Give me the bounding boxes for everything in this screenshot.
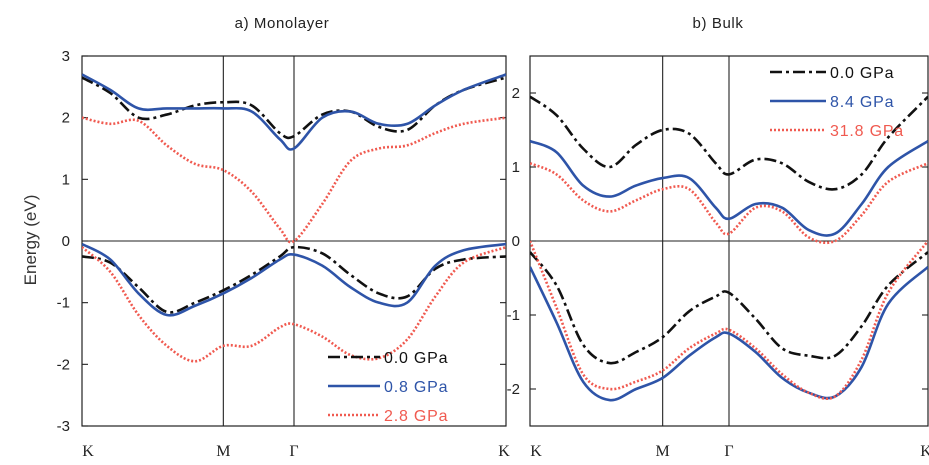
legend-label: 0.0 GPa bbox=[830, 65, 894, 82]
y-tick-label: 1 bbox=[512, 159, 520, 176]
legend-label: 0.0 GPa bbox=[384, 350, 448, 367]
kpoint-label: M bbox=[656, 443, 670, 460]
legend-label: 31.8 GPa bbox=[830, 123, 904, 140]
panel-title: b) Bulk bbox=[693, 15, 744, 32]
legend-label: 8.4 GPa bbox=[830, 94, 894, 111]
kpoint-label: M bbox=[216, 443, 230, 460]
curves bbox=[530, 95, 928, 402]
y-axis-label: Energy (eV) bbox=[21, 195, 40, 286]
legend: 0.0 GPa 0.8 GPa 2.8 GPa bbox=[328, 350, 448, 425]
band-line bbox=[82, 73, 506, 151]
band-line bbox=[530, 240, 928, 400]
y-tick-label: -1 bbox=[507, 307, 520, 324]
kpoint-label: Γ bbox=[724, 443, 733, 460]
y-tick-label: 1 bbox=[62, 171, 70, 188]
y-tick-label: 0 bbox=[62, 233, 70, 250]
band-line bbox=[82, 116, 506, 244]
panel-title: a) Monolayer bbox=[235, 15, 330, 32]
kpoint-label: K bbox=[82, 443, 94, 460]
band-line bbox=[82, 242, 506, 317]
band-line bbox=[530, 95, 928, 191]
legend-label: 2.8 GPa bbox=[384, 408, 448, 425]
legend: 0.0 GPa 8.4 GPa 31.8 GPa bbox=[770, 65, 904, 140]
y-tick-label: -1 bbox=[57, 295, 70, 312]
y-tick-label: -3 bbox=[57, 418, 70, 435]
y-tick-label: 0 bbox=[512, 233, 520, 250]
band-line bbox=[530, 251, 928, 365]
band-line bbox=[530, 162, 928, 245]
panel-bulk: b) Bulk K M Γ K -2 -1 0 1 2 0.0 GPa 8.4 GPa 31.8 GPa bbox=[507, 15, 929, 460]
band-line bbox=[82, 76, 506, 140]
kpoint-label: K bbox=[920, 443, 929, 460]
panel-monolayer: a) Monolayer K M Γ K -3 -2 -1 0 1 2 3 0.0 GPa 0.8 GPa… bbox=[57, 15, 511, 460]
band-line bbox=[530, 139, 928, 237]
y-tick-label: -2 bbox=[57, 356, 70, 373]
band-line bbox=[530, 265, 928, 402]
kpoint-label: K bbox=[498, 443, 510, 460]
curves bbox=[82, 73, 506, 363]
kpoint-label: K bbox=[530, 443, 542, 460]
legend-label: 0.8 GPa bbox=[384, 379, 448, 396]
y-tick-label: 2 bbox=[62, 110, 70, 127]
kpoint-label: Γ bbox=[289, 443, 298, 460]
y-tick-label: 3 bbox=[62, 48, 70, 65]
y-tick-label: -2 bbox=[507, 381, 520, 398]
y-tick-label: 2 bbox=[512, 85, 520, 102]
